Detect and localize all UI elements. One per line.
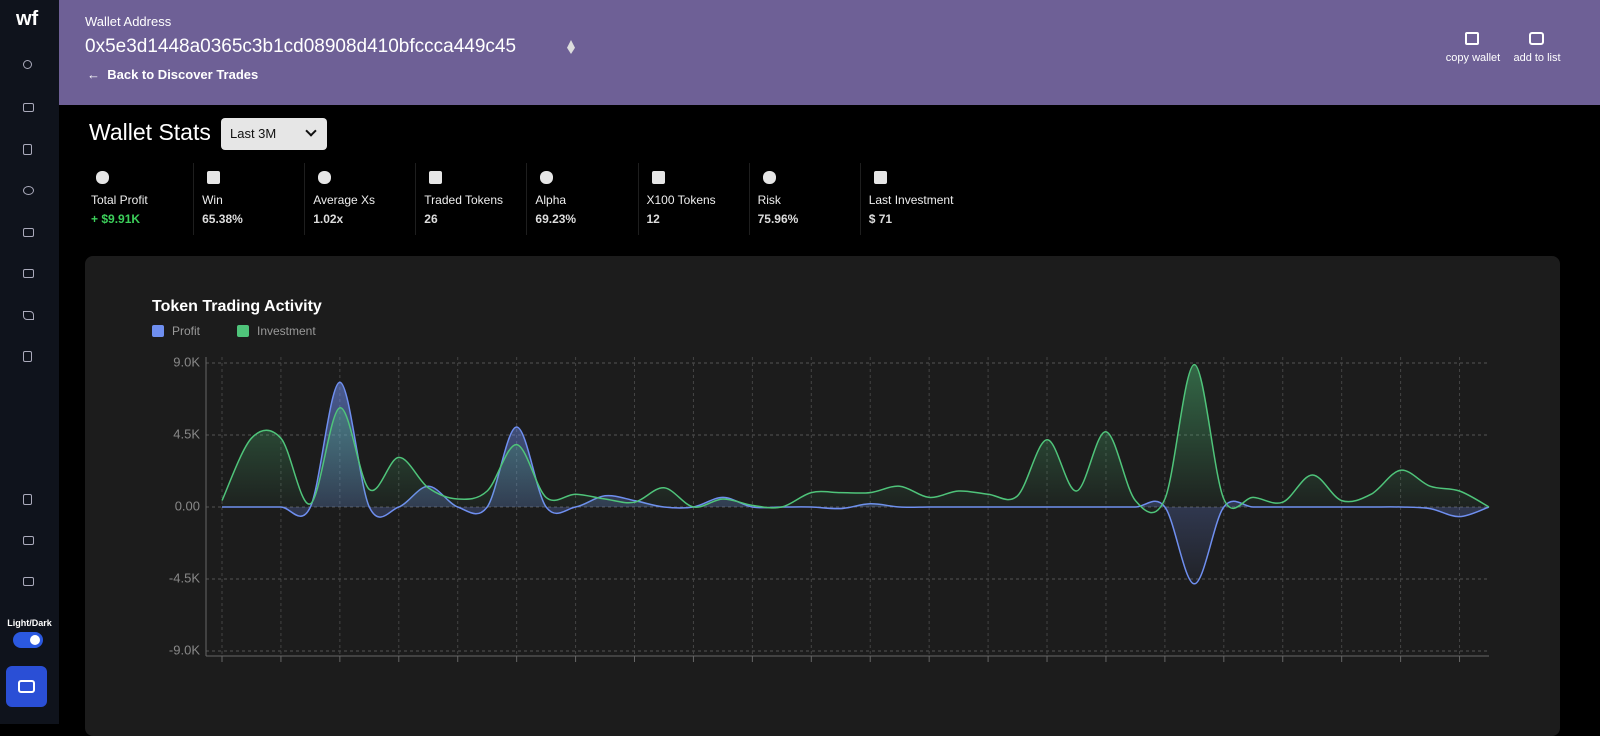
legend-label: Profit (172, 324, 201, 338)
stat-value: 1.02x (313, 212, 344, 226)
eth-icon (567, 40, 575, 54)
stat-icon (96, 171, 109, 184)
chart-title: Token Trading Activity (152, 298, 322, 315)
stat-value: $ 71 (868, 212, 893, 226)
line (221, 363, 1490, 514)
y-tick-label: 4.5K (173, 426, 200, 441)
separator (415, 163, 417, 235)
nav-icon[interactable] (23, 494, 32, 505)
separator (526, 163, 528, 235)
legend-swatch (237, 325, 249, 337)
add-to-list[interactable]: add to list (1513, 52, 1561, 64)
legend-label: Investment (257, 324, 316, 338)
stat-value: 26 (424, 212, 438, 226)
y-tick-label: 0.00 (175, 498, 200, 513)
back-text[interactable]: Back to Discover Trades (107, 67, 259, 82)
legend-swatch (152, 325, 164, 337)
stats-title: Wallet Stats (89, 119, 211, 145)
stat-value: 75.96% (757, 212, 799, 226)
y-tick-label: 9.0K (173, 354, 200, 369)
period-select[interactable]: Last 3M (221, 118, 327, 150)
area (222, 364, 1489, 513)
theme-toggle[interactable] (13, 632, 43, 648)
copy-icon[interactable] (1465, 32, 1479, 45)
stat-icon (873, 171, 887, 184)
stat-label: Risk (757, 193, 781, 207)
stat-value: 65.38% (202, 212, 243, 226)
stat-icon (540, 171, 554, 184)
nav-icon[interactable] (23, 311, 34, 320)
nav-icon[interactable] (23, 103, 34, 112)
nav-icon[interactable] (23, 228, 34, 237)
y-tick-label: -9.0K (169, 642, 200, 657)
stat-label: Alpha (535, 193, 567, 207)
stat-icon (651, 171, 665, 184)
logo[interactable]: wf (16, 8, 39, 30)
stat-label: Last Investment (868, 193, 954, 207)
separator (859, 163, 861, 235)
stat-label: Win (202, 193, 223, 207)
toggle-label: Light/Dark (7, 618, 52, 628)
wallet-button[interactable] (6, 666, 47, 707)
stat-label: Average Xs (313, 193, 376, 207)
logout-icon[interactable] (23, 577, 34, 586)
wallet-label: Wallet Address (85, 14, 172, 29)
stat-icon (762, 171, 776, 184)
stat-label: Total Profit (91, 193, 148, 207)
search-icon[interactable] (23, 60, 32, 69)
y-tick-label: -4.5K (169, 570, 200, 585)
nav-icon[interactable] (23, 144, 32, 155)
nav-icon[interactable] (23, 186, 34, 195)
stat-icon (318, 171, 332, 184)
wallet-address: 0x5e3d1448a0365c3b1cd08908d410bfccca449c… (85, 36, 517, 57)
nav-icon[interactable] (23, 269, 34, 278)
stat-value: 12 (646, 212, 660, 226)
header: Wallet Address 0x5e3d1448a0365c3b1cd0890… (59, 0, 1600, 105)
period-text[interactable]: Last 3M (230, 126, 277, 141)
sidebar: wf Light/Dark (0, 0, 59, 724)
separator (304, 163, 306, 235)
nav-icon[interactable] (23, 351, 32, 362)
add-icon[interactable] (1529, 32, 1544, 45)
back-link[interactable]: ← Back to Discover Trades (87, 67, 259, 82)
separator (637, 163, 639, 235)
copy-wallet[interactable]: copy wallet (1445, 52, 1501, 64)
stat-icon (429, 171, 443, 184)
stat-icon (207, 171, 221, 184)
stat-label: Traded Tokens (424, 193, 504, 207)
nav-icon[interactable] (23, 536, 34, 545)
stat-value: 69.23% (535, 212, 577, 226)
stat-label: X100 Tokens (646, 193, 716, 207)
stat-value: + $9.91K (91, 212, 141, 226)
separator (748, 163, 750, 235)
separator (193, 163, 195, 235)
